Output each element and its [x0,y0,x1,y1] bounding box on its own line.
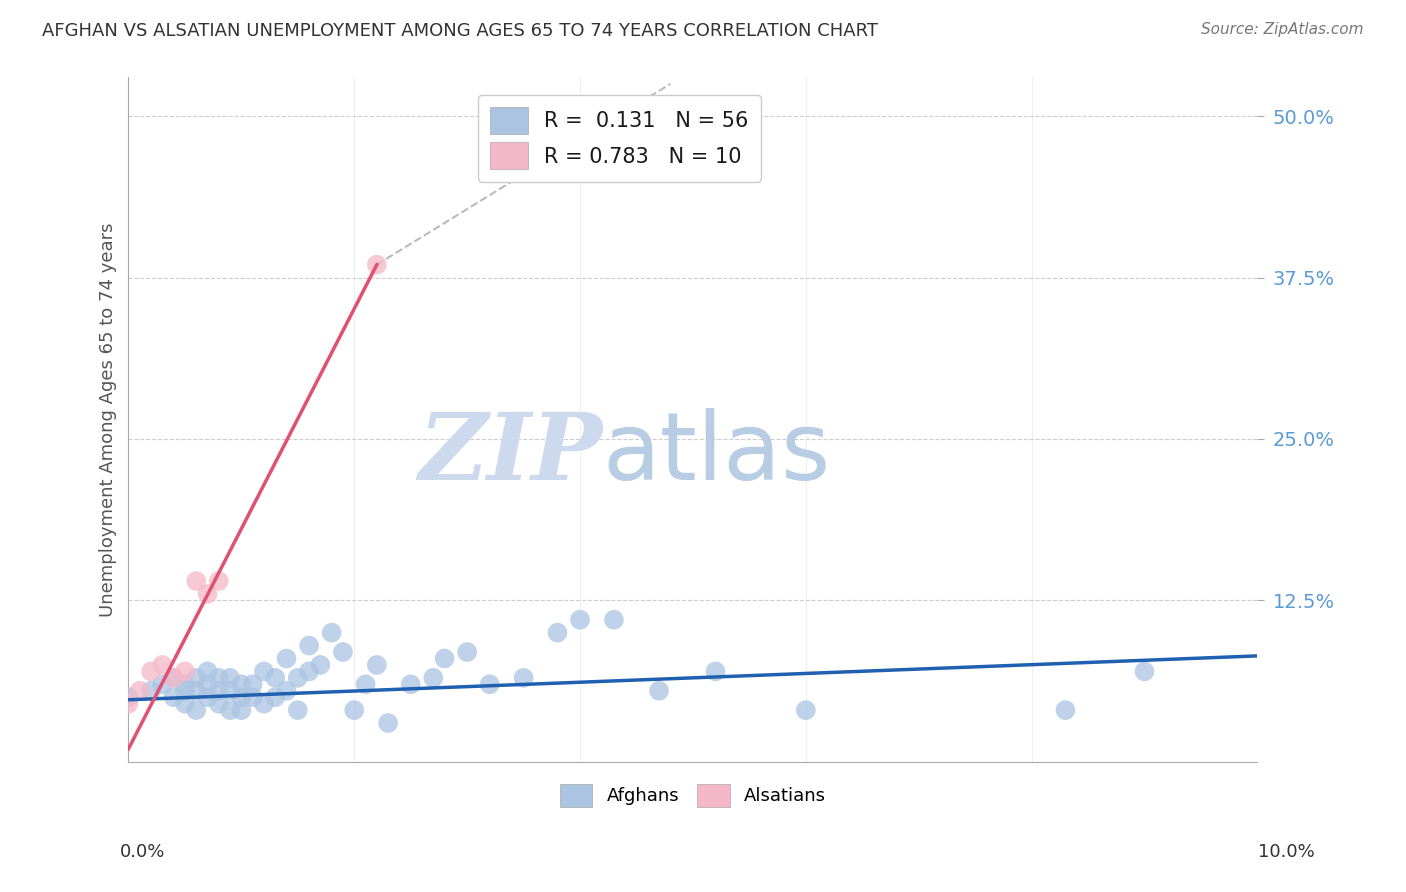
Point [298,639,321,653]
Point [264,671,287,685]
Point [332,645,354,659]
Point [197,587,219,601]
Point [433,651,456,665]
Point [1133,665,1156,679]
Point [139,683,162,698]
Point [117,690,139,705]
Text: AFGHAN VS ALSATIAN UNEMPLOYMENT AMONG AGES 65 TO 74 YEARS CORRELATION CHART: AFGHAN VS ALSATIAN UNEMPLOYMENT AMONG AG… [42,22,879,40]
Point [366,258,388,272]
Point [231,677,253,691]
Point [377,716,399,731]
Point [128,683,150,698]
Text: ZIP: ZIP [419,409,603,499]
Point [569,613,592,627]
Point [1054,703,1077,717]
Point [354,677,377,691]
Point [287,671,309,685]
Point [399,677,422,691]
Point [366,657,388,672]
Point [162,671,184,685]
Point [186,671,208,685]
Point [219,671,242,685]
Point [456,645,478,659]
Point [287,703,309,717]
Point [162,690,184,705]
Point [546,625,568,640]
Point [174,683,197,698]
Point [219,703,242,717]
Point [276,683,298,698]
Point [704,665,727,679]
Point [309,657,332,672]
Point [298,665,321,679]
Text: 0.0%: 0.0% [120,843,165,861]
Point [219,683,242,698]
Point [174,677,197,691]
Text: 10.0%: 10.0% [1258,843,1315,861]
Point [208,574,231,588]
Point [343,703,366,717]
Point [117,697,139,711]
Point [186,703,208,717]
Point [174,665,197,679]
Point [242,677,264,691]
Point [253,665,276,679]
Point [186,683,208,698]
Y-axis label: Unemployment Among Ages 65 to 74 years: Unemployment Among Ages 65 to 74 years [100,222,117,617]
Point [186,574,208,588]
Point [512,671,534,685]
Text: Source: ZipAtlas.com: Source: ZipAtlas.com [1201,22,1364,37]
Text: atlas: atlas [603,408,831,500]
Point [242,690,264,705]
Legend: Afghans, Alsatians: Afghans, Alsatians [553,777,834,814]
Point [253,697,276,711]
Point [231,690,253,705]
Point [478,677,501,691]
Point [648,683,671,698]
Point [162,671,184,685]
Point [150,677,173,691]
Point [264,690,287,705]
Point [422,671,444,685]
Point [208,671,231,685]
Point [208,697,231,711]
Point [174,697,197,711]
Point [197,690,219,705]
Point [794,703,817,717]
Point [231,703,253,717]
Point [208,683,231,698]
Point [139,665,162,679]
Point [321,625,343,640]
Point [150,657,173,672]
Point [197,677,219,691]
Point [197,665,219,679]
Point [603,613,626,627]
Point [276,651,298,665]
